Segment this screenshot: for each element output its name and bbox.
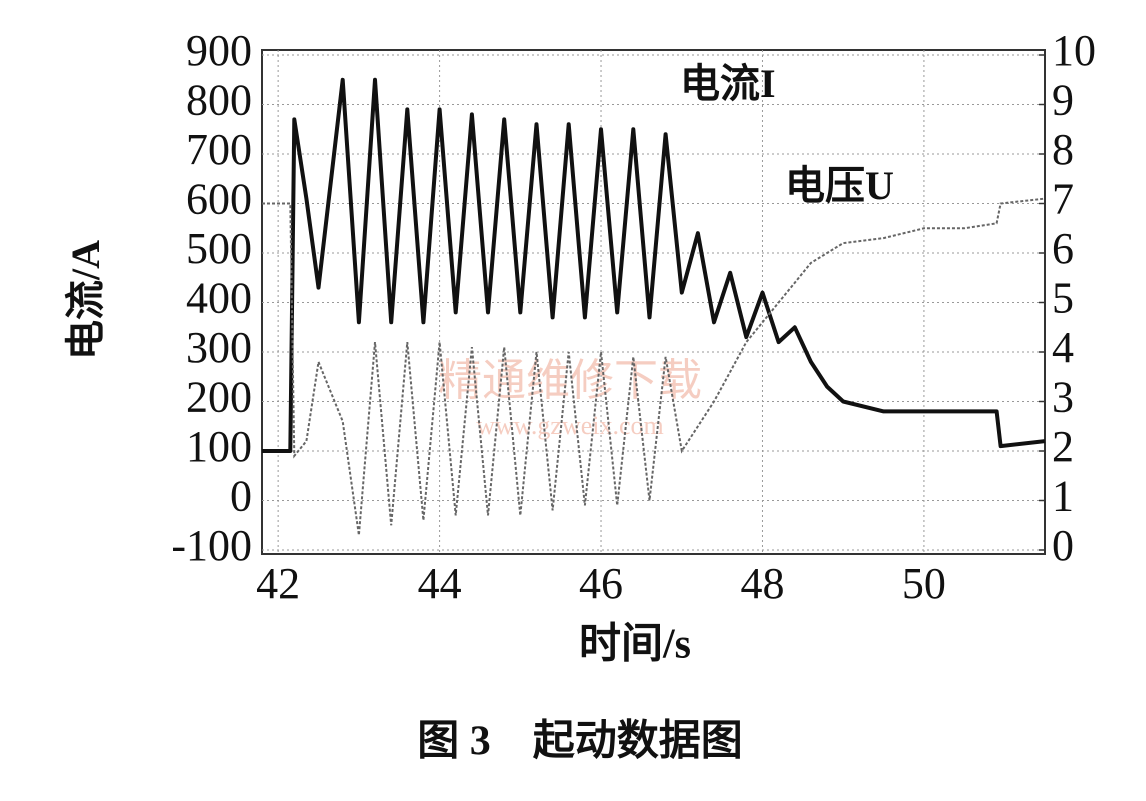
x-tick-label: 48	[740, 559, 784, 608]
x-tick-label: 46	[579, 559, 623, 608]
y2-tick-label: 3	[1052, 373, 1074, 422]
y-tick-label: -100	[171, 521, 252, 570]
y-tick-label: 400	[186, 274, 252, 323]
y-tick-label: 500	[186, 224, 252, 273]
y-tick-label: 600	[186, 175, 252, 224]
y2-tick-label: 10	[1052, 26, 1096, 75]
x-tick-label: 50	[902, 559, 946, 608]
watermark: www.gzweix.com	[476, 411, 663, 440]
y-axis-title: 电流/A	[63, 240, 108, 360]
y-tick-label: 0	[230, 472, 252, 521]
series-line	[262, 197, 1046, 536]
y-tick-label: 700	[186, 125, 252, 174]
x-tick-label: 44	[418, 559, 462, 608]
x-tick-label: 42	[256, 559, 300, 608]
y-tick-label: 200	[186, 373, 252, 422]
y2-tick-label: 7	[1052, 175, 1074, 224]
series-line	[262, 77, 1046, 453]
y2-tick-label: 0	[1052, 521, 1074, 570]
y2-tick-label: 4	[1052, 323, 1074, 372]
series-label: 电流I	[680, 61, 776, 106]
y2-tick-label: 8	[1052, 125, 1074, 174]
y-tick-label: 100	[186, 422, 252, 471]
y2-tick-label: 2	[1052, 422, 1074, 471]
y-tick-label: 800	[186, 76, 252, 125]
watermark: 精通维修下载	[438, 356, 702, 405]
series-label: 电压U	[785, 163, 894, 208]
y-tick-label: 300	[186, 323, 252, 372]
y2-tick-label: 6	[1052, 224, 1074, 273]
y2-tick-label: 5	[1052, 274, 1074, 323]
x-axis-title: 时间/s	[579, 621, 691, 668]
y2-tick-label: 1	[1052, 472, 1074, 521]
y2-tick-label: 9	[1052, 76, 1074, 125]
caption: 图 3 起动数据图	[417, 718, 743, 765]
y-tick-label: 900	[186, 26, 252, 75]
